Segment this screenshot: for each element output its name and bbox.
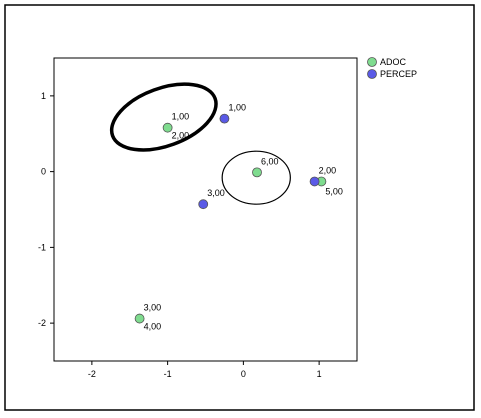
data-point-adoc: [162, 122, 173, 133]
legend-marker-adoc: [367, 57, 377, 67]
data-label: 2,00: [172, 131, 190, 141]
data-point-percep: [198, 199, 209, 210]
data-label: 2,00: [319, 165, 337, 175]
data-points: 1,00 2,00 6,00 5,00 3,00 4,00 1,00 2,00 3,00: [134, 103, 343, 332]
legend: ADOC PERCEP: [367, 57, 417, 79]
legend-label-adoc: ADOC: [380, 57, 407, 67]
plot-area: [53, 57, 358, 362]
x-tick-label: -1: [164, 369, 172, 379]
data-label: 1,00: [228, 103, 246, 113]
data-label: 5,00: [325, 186, 343, 196]
y-tick-label: -1: [38, 242, 46, 252]
annotation-ellipse: [109, 82, 218, 152]
y-tick-label: -2: [38, 318, 46, 328]
y-tick-label: 0: [41, 167, 46, 177]
data-label: 3,00: [144, 303, 162, 313]
x-tick-label: -2: [88, 369, 96, 379]
data-label: 6,00: [261, 156, 279, 166]
legend-marker-percep: [367, 69, 377, 79]
y-tick-label: 1: [41, 91, 46, 101]
annotation-ellipse: [221, 150, 291, 205]
data-point-percep: [309, 176, 320, 187]
data-label: 3,00: [207, 188, 225, 198]
data-point-adoc: [252, 167, 262, 178]
x-tick-label: 0: [241, 369, 246, 379]
data-label: 4,00: [144, 322, 162, 332]
axis-ticks: -2 -1 0 1 1 0 -1 -2: [38, 91, 322, 379]
data-label: 1,00: [172, 112, 190, 122]
x-tick-label: 1: [317, 369, 322, 379]
data-point-percep: [219, 113, 230, 124]
data-point-adoc: [134, 313, 145, 324]
annotation-ellipses: [109, 82, 291, 205]
legend-label-percep: PERCEP: [380, 69, 417, 79]
